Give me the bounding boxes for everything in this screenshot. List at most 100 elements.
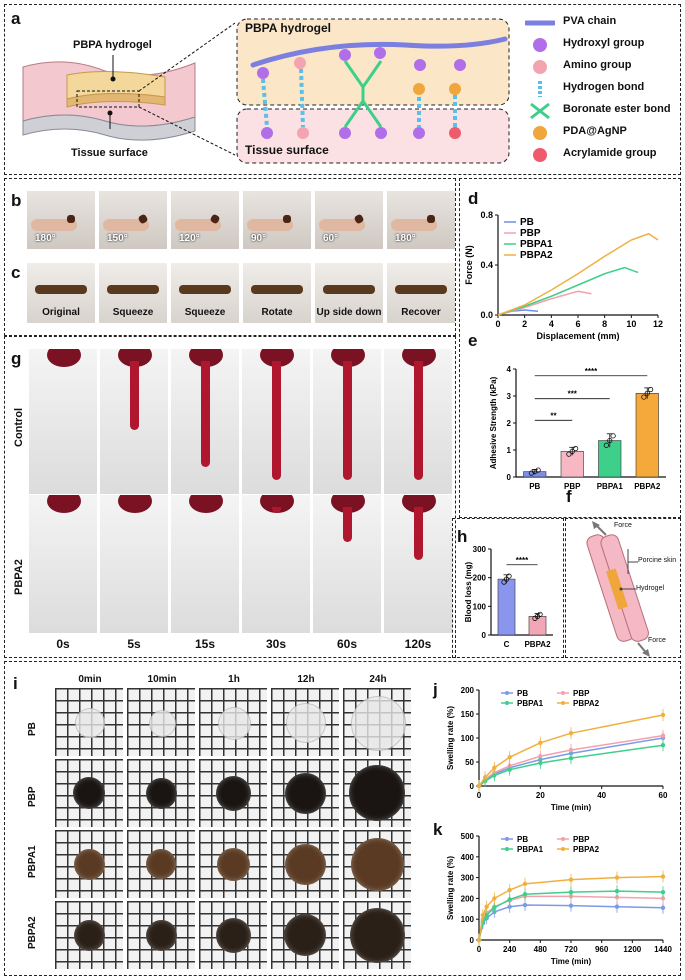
panel-label-b: b	[11, 191, 22, 210]
legend-swatch	[525, 20, 555, 26]
liver-tissue	[189, 495, 223, 513]
hydrogel-strip	[35, 285, 87, 294]
x-tick-label: 12	[653, 319, 663, 329]
legend-label: PBPA2	[573, 845, 600, 854]
x-tick-label: 40	[597, 791, 606, 800]
y-tick-label: 300	[461, 874, 475, 883]
sample-point	[506, 573, 512, 579]
y-tick-label: 4	[507, 365, 512, 374]
liver-tissue	[260, 495, 294, 513]
hydrogel-disk	[349, 765, 405, 821]
liver-tissue	[47, 349, 81, 367]
hydrogel-disk	[351, 696, 406, 751]
swelling-row-label: PBPA1	[27, 845, 38, 878]
legend-label: PBPA2	[573, 699, 600, 708]
sample-point	[644, 390, 650, 396]
y-axis-label: Adhesive Strength (kPa)	[489, 376, 498, 469]
photo-bend-test: 120°	[171, 191, 239, 249]
y-tick-label: 0.0	[480, 310, 493, 320]
finger	[247, 219, 293, 231]
tissue-label: Tissue surface	[71, 147, 148, 159]
finger	[103, 219, 149, 231]
panel-label-f: f	[566, 487, 572, 506]
photo-deformation-test: Original	[27, 263, 95, 323]
panel-label-h: h	[457, 527, 468, 546]
sample-point	[607, 437, 613, 444]
x-tick-label: 240	[503, 945, 517, 954]
hydrogel-strip	[107, 285, 159, 294]
hydrogel-disk	[149, 710, 176, 737]
photo-hemostasis	[100, 495, 168, 633]
significance-label: ****	[516, 556, 529, 565]
photo-hemostasis	[384, 349, 452, 494]
panel-bc: b c 180° 150° 120° 90° 60° 180° Original Squee…	[4, 178, 456, 336]
y-axis-label: Force (N)	[464, 245, 474, 285]
legend-label: PVA chain	[563, 15, 617, 27]
y-tick-label: 400	[461, 853, 475, 862]
liver-tissue	[118, 349, 152, 367]
x-tick-label: 0	[495, 319, 500, 329]
legend-marker	[561, 847, 565, 851]
series-line-PBPA1	[497, 266, 639, 316]
time-label: 0s	[56, 637, 70, 651]
hydrogel-disk	[146, 778, 177, 809]
x-tick-label: 20	[536, 791, 545, 800]
time-label: 30s	[265, 637, 287, 651]
swelling-time-label: 10min	[147, 674, 177, 685]
hydrogel-on-finger	[283, 215, 291, 223]
legend-item: PVA chain	[525, 13, 680, 33]
finger	[175, 219, 221, 231]
sample-point	[569, 448, 575, 454]
legend-label: PB	[517, 835, 528, 844]
panel-label-k: k	[433, 820, 443, 839]
blood-drip	[272, 507, 281, 513]
legend-swatch	[533, 60, 547, 74]
grid-paper-tile	[127, 688, 195, 756]
series-line-PBPA2	[497, 232, 659, 316]
hydrogel-disk	[285, 773, 326, 814]
y-tick-label: 3	[507, 392, 512, 401]
legend-marker	[505, 837, 509, 841]
photo-hemostasis	[242, 349, 310, 494]
y-tick-label: 100	[461, 915, 475, 924]
y-tick-label: 150	[461, 710, 475, 719]
y-tick-label: 0.4	[480, 260, 493, 270]
legend-label: PDA@AgNP	[563, 125, 627, 137]
x-tick-label: 60	[659, 791, 668, 800]
photo-deformation-test: Squeeze	[99, 263, 167, 323]
hydrogel-label-f: Hydrogel	[636, 585, 665, 592]
sample-point	[537, 611, 543, 617]
deformation-caption: Squeeze	[112, 307, 154, 318]
grid-paper-tile	[55, 688, 123, 756]
hydrogel-disk	[74, 849, 105, 880]
legend-marker	[505, 691, 509, 695]
significance-label: **	[550, 411, 557, 420]
porcine-skin-label: Porcine skin	[638, 557, 677, 564]
liver-tissue	[47, 495, 81, 513]
chart-d: 0 2 4 6 8 10 12 0.0 0.4 0.8 Displacement (mm) Force…	[464, 210, 663, 341]
photo-hemostasis	[29, 349, 97, 494]
legend-label: Amino group	[563, 59, 632, 71]
bar-PBPA2	[635, 392, 659, 478]
legend-swatch	[533, 126, 547, 140]
y-axis-label: Swelling rate (%)	[446, 706, 455, 770]
category-label: PBPA1	[597, 482, 624, 491]
x-tick-label: 2	[522, 319, 527, 329]
panel-label-d: d	[468, 189, 479, 208]
legend-label: Acrylamide group	[563, 147, 657, 159]
liver-tissue	[331, 349, 365, 367]
y-tick-label: 100	[473, 602, 487, 611]
x-tick-label: 0	[477, 791, 482, 800]
grid-paper-tile	[55, 759, 123, 827]
row-label: PBPA2	[13, 559, 25, 595]
chart-e: 0 1 2 3 4 Adhesive Strength (kPa) PB PBP PBPA1 PB…	[489, 365, 666, 491]
bend-angle-caption: 180°	[35, 233, 56, 244]
x-tick-label: 480	[534, 945, 548, 954]
deformation-caption: Squeeze	[184, 307, 226, 318]
bend-angle-caption: 90°	[251, 233, 267, 244]
swelling-row-label: PB	[27, 722, 38, 736]
bend-angle-caption: 60°	[323, 233, 339, 244]
y-axis-label: Blood loss (mg)	[464, 561, 473, 622]
legend-swatch	[533, 38, 547, 52]
